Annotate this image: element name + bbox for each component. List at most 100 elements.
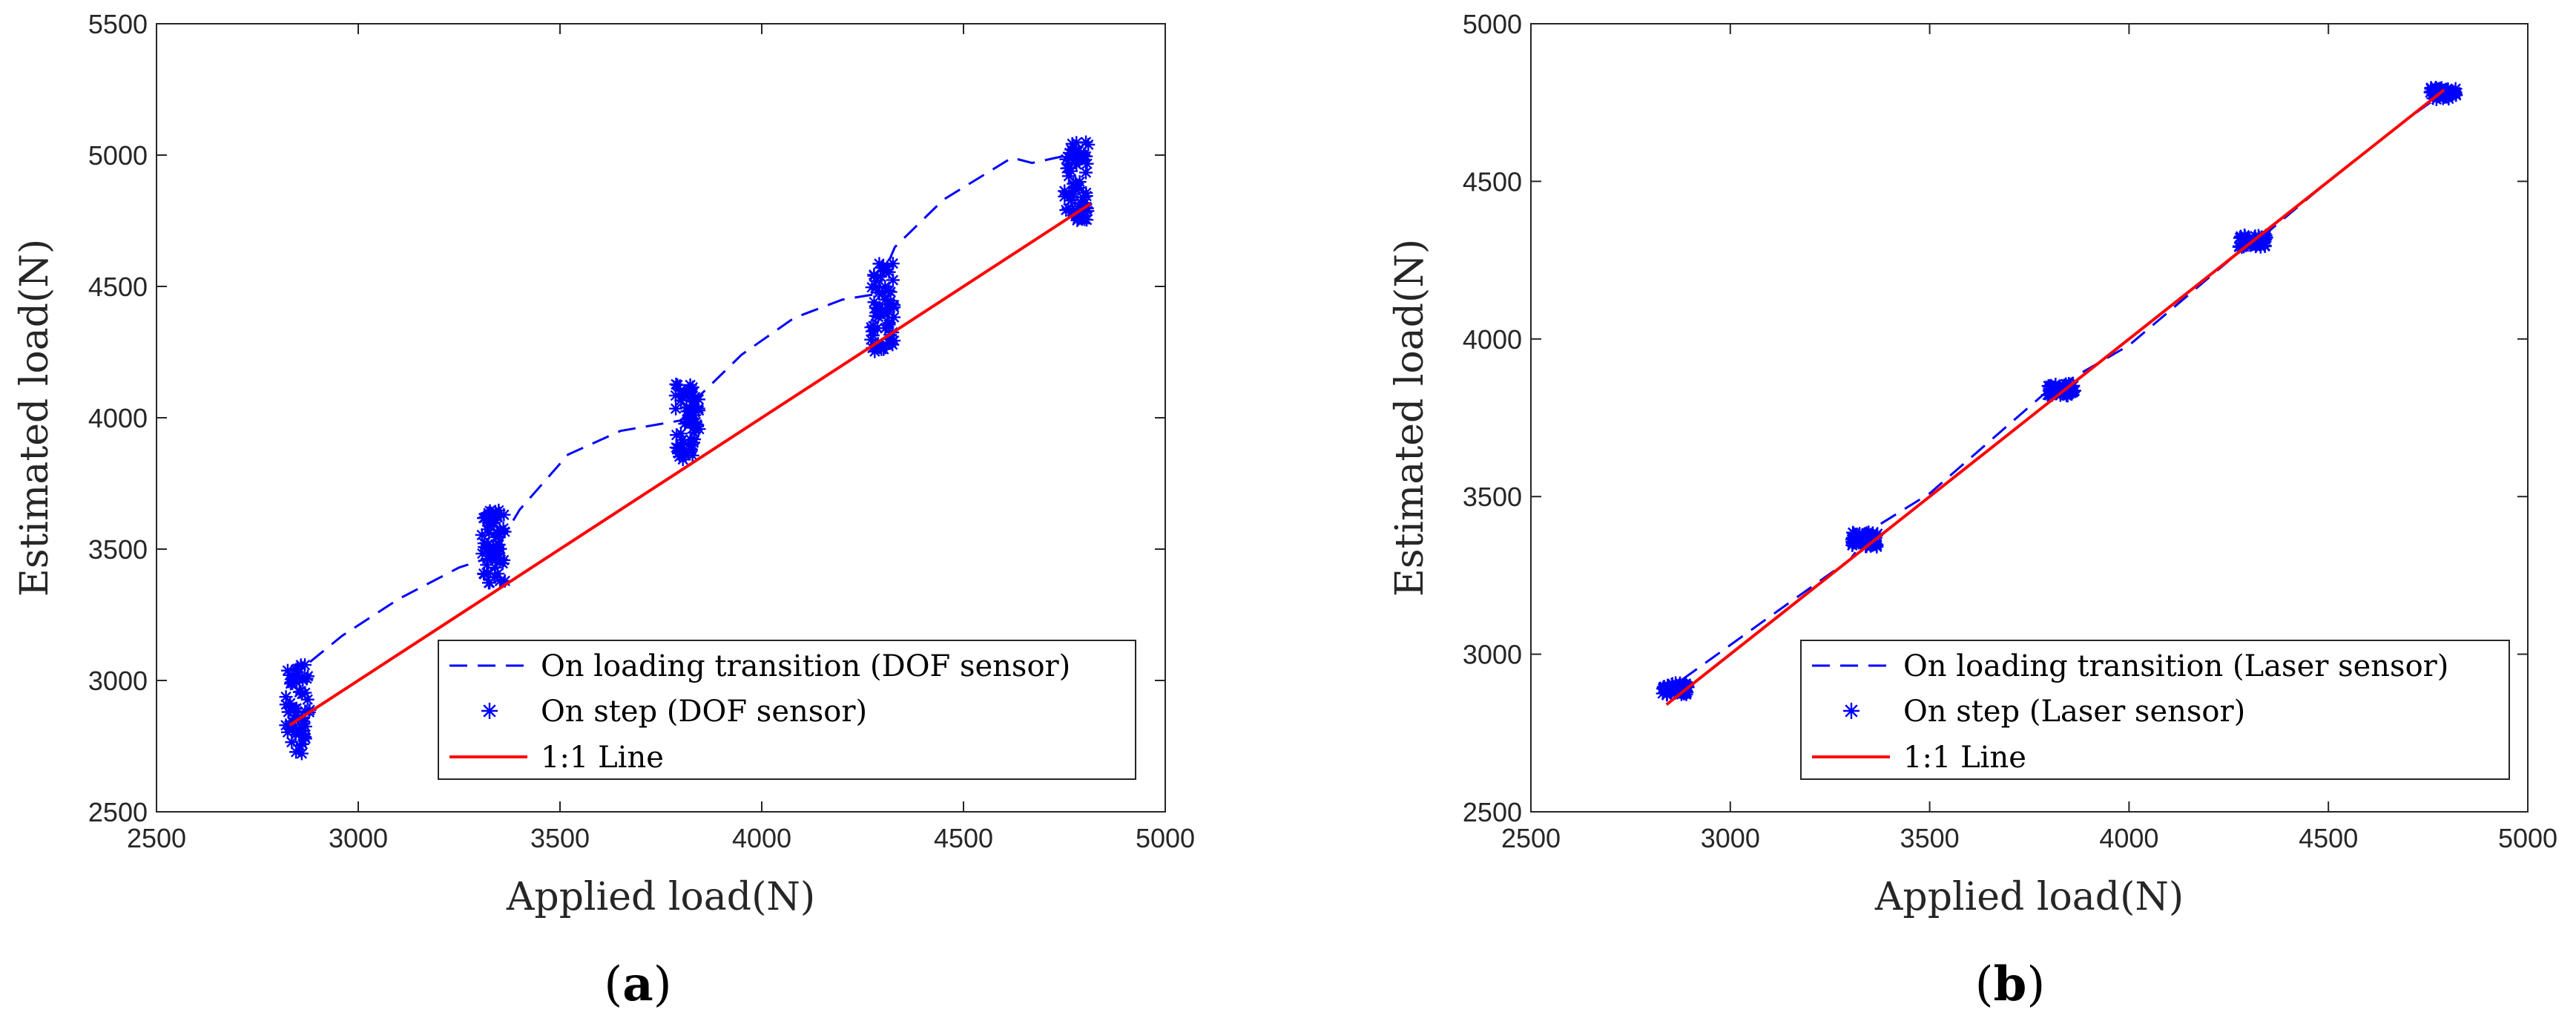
step-point (475, 528, 489, 542)
step-point (496, 522, 510, 536)
legend-a: On loading transition (DOF sensor) On st… (438, 640, 1136, 780)
step-point (1061, 161, 1075, 175)
step-point (488, 570, 502, 584)
x-tick-label: 2500 (127, 823, 186, 853)
step-point (493, 542, 507, 556)
step-point (2043, 379, 2058, 393)
step-point (298, 658, 312, 672)
step-point (881, 301, 895, 315)
step-point (1865, 526, 1880, 540)
step-point (283, 696, 297, 710)
legend-box-b (1800, 640, 2510, 780)
legend-star-glyph (1843, 703, 1859, 719)
transition-series-a (309, 154, 1085, 663)
legend-label-step-b: On step (Laser sensor) (1903, 695, 2245, 729)
transition-line (309, 154, 1085, 663)
panel-letter-a: a (622, 957, 653, 1012)
legend-star-glyph (481, 703, 498, 719)
step-point (867, 269, 881, 283)
step-point (495, 557, 510, 571)
y-tick-label: 3500 (1463, 482, 1522, 512)
legend-label-transition-a: On loading transition (DOF sensor) (541, 649, 1070, 683)
y-axis-label-a: Estimated load(N) (13, 239, 57, 597)
reference-line-b (1665, 88, 2445, 706)
legend-label-transition-b: On loading transition (Laser sensor) (1903, 649, 2448, 683)
panel-letter-b: b (1994, 957, 2027, 1012)
axes-b: 2500 3000 3500 4000 4500 5000 2500 3000 3500 4000… (1463, 9, 2557, 853)
y-tick-label: 4000 (88, 403, 148, 433)
y-axis-label-b: Estimated load(N) (1388, 239, 1432, 597)
legend-box-a (438, 640, 1136, 780)
step-point (669, 401, 683, 416)
y-tick-label: 5000 (88, 140, 148, 171)
step-point (1845, 538, 1859, 552)
x-tick-label: 3500 (1900, 823, 1960, 853)
y-tick-label: 2500 (1463, 797, 1522, 827)
step-point (887, 298, 901, 312)
y-tick-label: 4000 (1463, 324, 1522, 355)
chart-panel-b: 2500 3000 3500 4000 4500 5000 2500 3000 3500 4000… (1388, 9, 2557, 1012)
legend-label-step-a: On step (DOF sensor) (541, 695, 867, 729)
y-tick-label: 3000 (1463, 640, 1522, 670)
step-point (294, 747, 309, 761)
y-tick-label: 2500 (88, 797, 148, 827)
step-point (1070, 136, 1084, 150)
step-point (874, 342, 889, 356)
step-point (1079, 165, 1093, 180)
step-point (1073, 152, 1087, 166)
x-axis-label-a: Applied load(N) (506, 875, 815, 919)
x-tick-label: 2500 (1501, 823, 1561, 853)
one-to-one-line (1665, 88, 2445, 706)
y-tick-label: 3000 (88, 666, 148, 696)
legend-swatch-step-b (1843, 703, 1859, 719)
y-tick-label: 4500 (1463, 166, 1522, 197)
step-point (1079, 186, 1093, 200)
step-point (490, 511, 504, 525)
step-point (1079, 149, 1093, 163)
step-point (668, 389, 682, 403)
step-point (1080, 213, 1094, 227)
axes-a: 2500 3000 3500 4000 4500 5000 2500 3000 3500 4000… (88, 9, 1195, 853)
step-point (481, 506, 495, 520)
step-point (869, 309, 883, 323)
step-point (882, 283, 896, 298)
legend-label-line-b: 1:1 Line (1903, 741, 2026, 775)
x-tick-label: 5000 (2498, 823, 2557, 853)
x-tick-label: 4000 (2099, 823, 2158, 853)
step-point (284, 675, 298, 689)
x-tick-label: 3500 (530, 823, 590, 853)
step-point (1069, 176, 1083, 190)
one-to-one-line (289, 202, 1092, 726)
y-tick-label: 5000 (1463, 9, 1522, 39)
step-point (671, 378, 685, 392)
step-point (483, 576, 497, 590)
axes-frame (1530, 23, 2529, 813)
panel-label-a: (a) (604, 957, 671, 1012)
step-point (285, 735, 299, 749)
step-point (671, 446, 685, 460)
step-point (2424, 81, 2438, 95)
x-tick-label: 4000 (732, 823, 791, 853)
step-point (484, 548, 498, 562)
step-point (880, 260, 895, 274)
step-point (1660, 688, 1674, 702)
x-tick-label: 3000 (1701, 823, 1760, 853)
step-point (292, 685, 306, 699)
y-tick-label: 3500 (88, 534, 148, 565)
step-point (685, 448, 699, 462)
step-point (1081, 204, 1095, 218)
step-point (683, 378, 697, 392)
legend-swatch-step-a (481, 703, 498, 719)
step-series-a (279, 135, 1096, 761)
step-point (692, 404, 706, 418)
step-point (475, 547, 490, 561)
legend-label-line-a: 1:1 Line (541, 741, 664, 775)
step-point (1081, 137, 1096, 151)
step-point (296, 673, 310, 687)
x-tick-label: 5000 (1136, 823, 1195, 853)
legend-b: On loading transition (Laser sensor) On … (1800, 640, 2510, 780)
x-tick-label: 4500 (934, 823, 993, 853)
step-point (878, 321, 892, 335)
step-point (865, 324, 879, 338)
